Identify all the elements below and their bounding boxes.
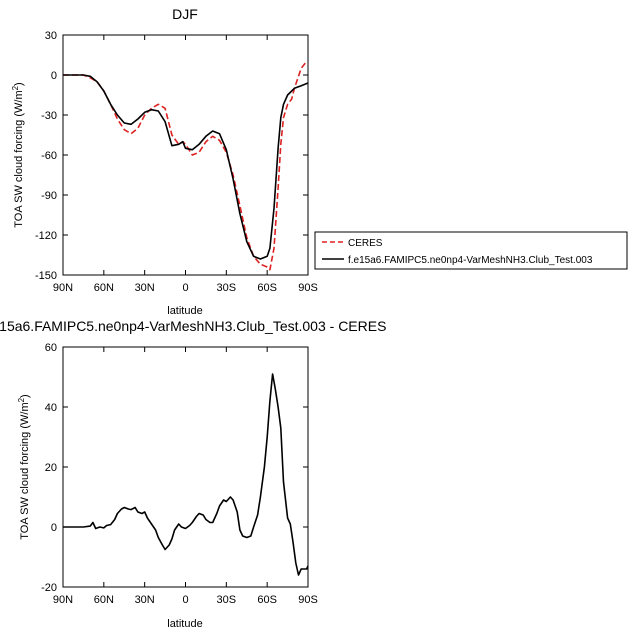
bottom-y-axis-label: TOA SW cloud forcing (W/m2) [17, 394, 31, 539]
top-y-axis-label-tail: ) [13, 82, 25, 86]
bottom-xtick-label: 60S [257, 594, 277, 606]
top-y-axis-label-main: TOA SW cloud forcing (W/m [13, 90, 25, 227]
bottom-xtick-label: 30S [217, 594, 237, 606]
top-xtick-label: 90S [298, 282, 318, 294]
bottom-xtick-label: 90N [53, 594, 73, 606]
top-xtick-label: 30S [217, 282, 237, 294]
bottom-chart-title: f.e15a6.FAMIPC5.ne0np4-VarMeshNH3.Club_T… [0, 318, 386, 334]
bottom-y-axis-label-main: TOA SW cloud forcing (W/m [19, 402, 31, 539]
bottom-series-line-0 [63, 373, 309, 576]
top-xtick-label: 60N [94, 282, 114, 294]
bottom-ytick-label: 0 [51, 522, 57, 534]
top-y-axis-label-sup: 2 [11, 85, 20, 90]
top-ytick-label: -30 [41, 110, 57, 122]
top-y-axis-label: TOA SW cloud forcing (W/m2) [11, 82, 25, 227]
top-xtick-label: 30N [135, 282, 155, 294]
top-ytick-label: 30 [45, 30, 57, 42]
legend-label-model: f.e15a6.FAMIPC5.ne0np4-VarMeshNH3.Club_T… [348, 255, 593, 266]
top-series-line-1 [63, 74, 309, 260]
top-panel: DJF 30 0 -30 -60 -90 -120 -150 90N 60N 30N 0 30S 60… [11, 6, 628, 317]
bottom-ytick-label: 60 [45, 342, 57, 354]
top-chart-title: DJF [172, 6, 198, 22]
top-ytick-label: 0 [51, 70, 57, 82]
legend-box [314, 231, 628, 270]
legend: CERES f.e15a6.FAMIPC5.ne0np4-VarMeshNH3.… [314, 231, 628, 270]
top-xtick-label: 0 [182, 282, 188, 294]
top-xtick-label: 90N [53, 282, 73, 294]
bottom-y-axis-label-tail: ) [19, 394, 31, 398]
top-x-axis-label: latitude [167, 305, 202, 317]
bottom-xtick-label: 30N [135, 594, 155, 606]
bottom-xtick-label: 90S [298, 594, 318, 606]
top-xtick-label: 60S [257, 282, 277, 294]
top-ytick-label: -60 [41, 150, 57, 162]
bottom-x-axis-label: latitude [167, 618, 202, 630]
top-ytick-label: -90 [41, 190, 57, 202]
top-ytick-label: -150 [35, 270, 57, 282]
bottom-xtick-label: 0 [182, 594, 188, 606]
bottom-ytick-label: -20 [41, 582, 57, 594]
top-series-line-0 [63, 62, 309, 271]
bottom-xtick-label: 60N [94, 594, 114, 606]
top-ytick-label: -120 [35, 230, 57, 242]
legend-label-ceres: CERES [348, 238, 383, 249]
bottom-ytick-label: 20 [45, 462, 57, 474]
bottom-ytick-label: 40 [45, 402, 57, 414]
bottom-panel: f.e15a6.FAMIPC5.ne0np4-VarMeshNH3.Club_T… [0, 318, 386, 630]
bottom-y-axis-label-sup: 2 [17, 397, 26, 402]
